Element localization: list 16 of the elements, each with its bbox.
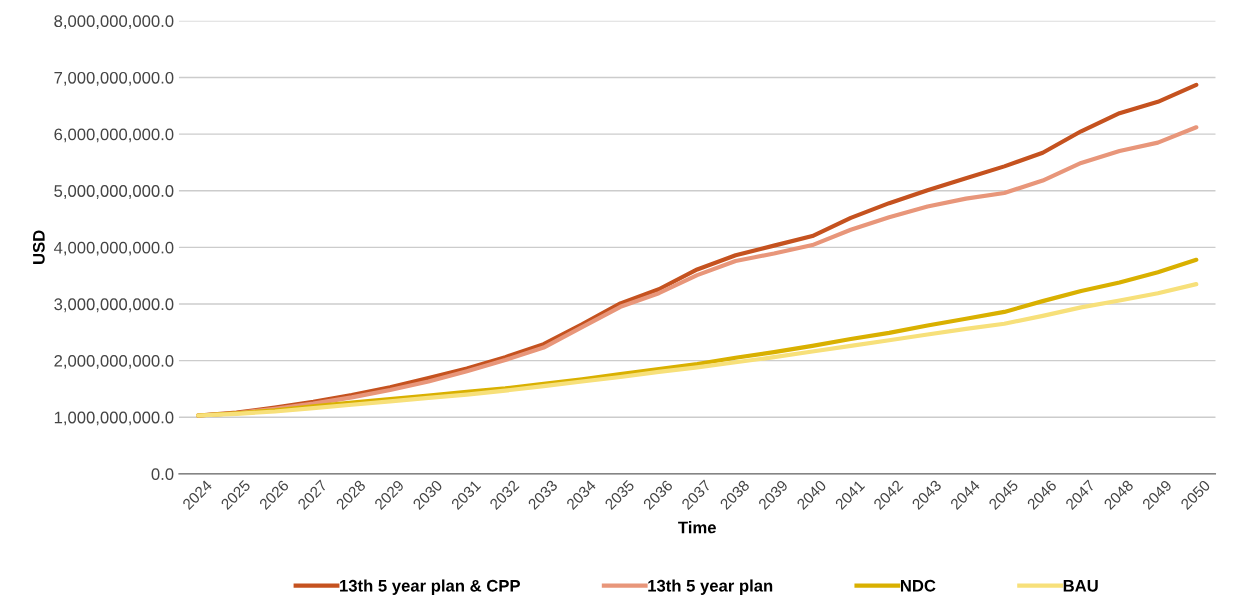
line-series — [196, 282, 1199, 418]
legend-label: NDC — [900, 579, 936, 592]
y-tick-label: 1,000,000,000.0 — [54, 411, 174, 426]
x-axis-title: Time — [678, 521, 716, 534]
y-tick-label: 8,000,000,000.0 — [54, 15, 174, 30]
y-tick-label: 6,000,000,000.0 — [54, 128, 174, 143]
legend-label: 13th 5 year plan & CPP — [340, 579, 520, 595]
y-tick-label: 5,000,000,000.0 — [54, 185, 174, 199]
legend-label: 13th 5 year plan — [648, 579, 773, 595]
y-tick-label: 2,000,000,000.0 — [54, 354, 174, 369]
y-tick-label: 4,000,000,000.0 — [53, 241, 174, 256]
y-tick-label: 0.0 — [151, 468, 174, 481]
legend-label: BAU — [1063, 580, 1098, 592]
y-tick-label: 7,000,000,000.0 — [54, 71, 174, 86]
y-tick-label: 3,000,000,000.0 — [54, 298, 174, 313]
y-axis-title: USD — [32, 230, 45, 264]
